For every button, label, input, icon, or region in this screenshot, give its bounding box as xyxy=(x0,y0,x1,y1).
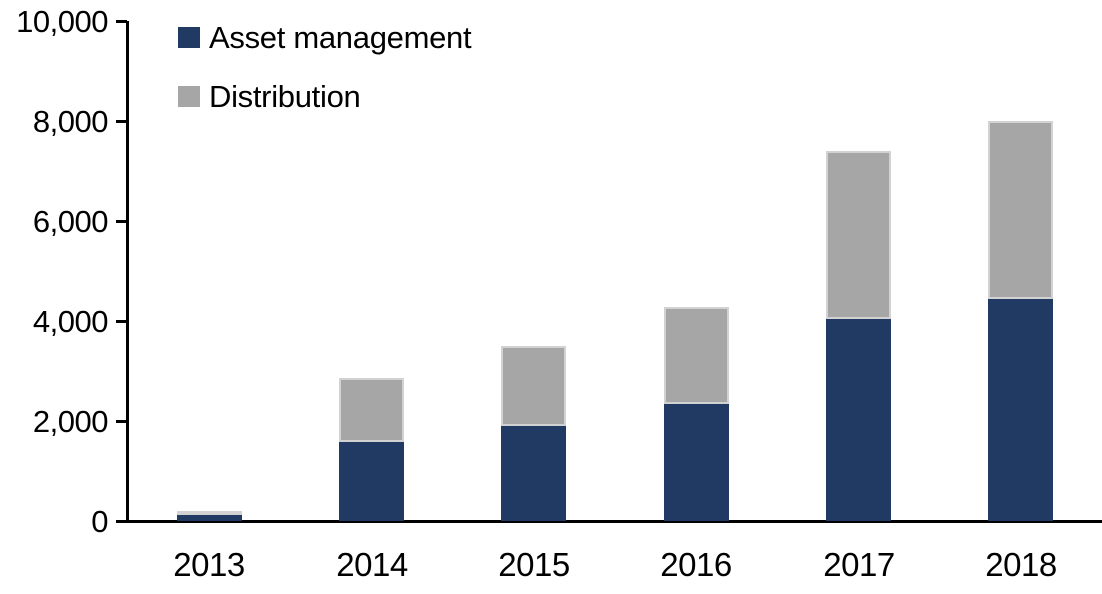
x-tick-label: 2018 xyxy=(985,546,1057,583)
bar-segment-distribution xyxy=(501,346,566,426)
y-tick-label: 0 xyxy=(91,504,108,539)
bar-segment-distribution xyxy=(826,151,891,319)
bar-segment-asset-management xyxy=(988,299,1053,521)
y-tick-label: 8,000 xyxy=(32,104,109,139)
legend-item-distribution: Distribution xyxy=(178,81,471,112)
bar-segment-distribution xyxy=(988,121,1053,299)
bar-segment-distribution xyxy=(339,378,404,442)
y-tick-label: 6,000 xyxy=(32,204,109,239)
distribution-swatch-icon xyxy=(178,86,200,107)
y-tick xyxy=(116,19,127,23)
bar-segment-asset-management xyxy=(664,404,729,521)
asset-management-swatch-icon xyxy=(178,27,200,48)
x-tick-label: 2013 xyxy=(173,546,245,583)
bar-segment-asset-management xyxy=(177,515,242,521)
legend-label: Distribution xyxy=(209,79,361,114)
x-axis-line xyxy=(126,520,1102,523)
bar-segment-asset-management xyxy=(501,426,566,521)
y-tick-label: 10,000 xyxy=(16,4,108,39)
bar-segment-asset-management xyxy=(826,319,891,521)
x-tick-label: 2017 xyxy=(823,546,895,583)
y-tick-label: 2,000 xyxy=(32,404,109,439)
x-tick-label: 2016 xyxy=(660,546,732,583)
x-tick-label: 2014 xyxy=(336,546,408,583)
legend-item-asset-management: Asset management xyxy=(178,20,472,55)
bar-segment-asset-management xyxy=(339,442,404,521)
bar-segment-distribution xyxy=(664,307,729,404)
y-tick xyxy=(116,219,127,223)
y-tick xyxy=(116,519,127,523)
y-tick-label: 4,000 xyxy=(32,304,109,339)
y-axis-line xyxy=(126,21,129,523)
x-tick-label: 2015 xyxy=(498,546,570,583)
legend-label: Asset management xyxy=(209,20,472,55)
y-tick xyxy=(116,319,127,323)
y-tick xyxy=(116,119,127,123)
y-tick xyxy=(116,419,127,423)
legend: Asset management Distribution xyxy=(178,20,472,112)
bar-segment-distribution xyxy=(177,511,242,515)
